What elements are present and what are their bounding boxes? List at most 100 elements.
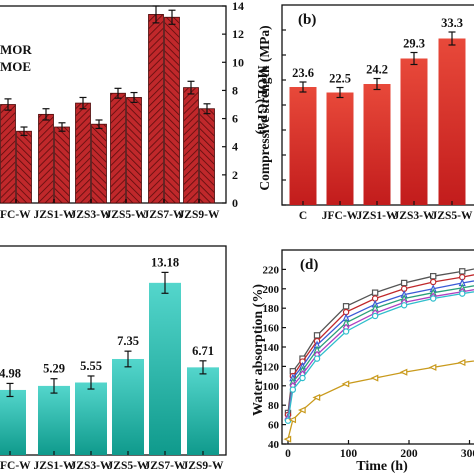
panel-a-bar-moe (164, 16, 180, 204)
panel-c-x-tick-label: JZS1-W (34, 460, 75, 472)
panel-c-bar (149, 282, 181, 455)
panel-a-x-tick-label: JZS1-W (34, 209, 75, 221)
panel-c-value-label: 7.35 (117, 334, 139, 348)
panel-b-bar (326, 92, 354, 205)
panel-a-bar-mor (38, 113, 54, 204)
panel-b-bar (438, 38, 466, 205)
panel-d-marker (313, 355, 321, 362)
panel-a-y2-axis-label: MOE(GPa) (254, 65, 269, 135)
panel-c-value-label: 6.71 (192, 344, 214, 358)
panel-d-marker (341, 380, 350, 388)
panel-d-frame (281, 249, 474, 445)
panel-d-series-line (287, 268, 474, 414)
panel-a-y2-tick-label: 10 (232, 55, 244, 69)
panel-d-series-line (287, 291, 474, 421)
panel-b-bar (363, 84, 391, 205)
panel-d-marker (400, 302, 408, 309)
panel-d-marker (457, 358, 466, 367)
panel-b-bar (289, 87, 317, 205)
panel-d-y-tick-label: 180 (263, 303, 280, 315)
panel-d-marker (370, 374, 379, 382)
panel-d-marker (284, 417, 292, 424)
panel-a-bar-moe (91, 123, 107, 204)
panel-a-bar-mor (0, 104, 16, 204)
panel-b-x-tick-label: JZS3-W (394, 210, 435, 222)
panel-d-marker (399, 368, 408, 376)
panel-d-marker (459, 290, 466, 297)
panel-d-marker (430, 295, 437, 302)
panel-d-marker (312, 393, 321, 401)
panel-b-compressive-chart: (b) Compressive strength (MPa) 23.6 22.5 2… (257, 4, 474, 222)
panel-d-x-tick-label: 200 (400, 448, 418, 460)
panel-d-marker (430, 278, 437, 286)
panel-a-legend-moe: MOE (0, 59, 31, 74)
panel-c-bar (75, 382, 107, 455)
panel-d-x-tick-label: 0 (285, 448, 291, 460)
panel-b-label: (b) (298, 12, 316, 28)
panel-c-x-tick-label: JZS3-W (71, 460, 112, 472)
panel-d-series-line (287, 285, 474, 418)
panel-c-x-tick-label: JZS5-W (108, 460, 149, 472)
panel-d-y-tick-label: 80 (268, 400, 280, 412)
panel-d-y-tick-label: 160 (263, 323, 280, 335)
panel-a-bar-mor (183, 87, 199, 204)
panel-b-value-label: 24.2 (366, 63, 388, 77)
panel-d-marker (371, 289, 379, 296)
panel-a-bar-mor (148, 14, 164, 204)
panel-c-bar (187, 367, 219, 455)
panel-b-x-tick-label: C (299, 210, 307, 222)
panel-c-bar (38, 385, 70, 455)
panel-b-x-tick-label: JZS5-W (432, 210, 473, 222)
panel-d-y-tick-label: 140 (263, 342, 280, 354)
panel-d-marker (371, 312, 379, 320)
panel-d-y-tick-label: 120 (263, 361, 280, 373)
panel-a-bar-mor (110, 92, 126, 204)
panel-c-x-tick-label: JZS9-W (183, 460, 224, 472)
panel-b-value-label: 33.3 (441, 16, 463, 30)
panel-d-marker (283, 435, 292, 443)
panel-a-y2-tick-label: 2 (232, 168, 238, 182)
panel-d-x-tick-label: 300 (461, 448, 474, 460)
panel-b-y-axis-label: Compressive strength (MPa) (257, 25, 272, 190)
panel-d-y-tick-label: 40 (268, 439, 280, 451)
panel-b-x-tick-label: JFC-W (322, 210, 359, 222)
panel-d-series-line (287, 280, 474, 417)
panel-a-x-tick-label: JZS3-W (71, 209, 112, 221)
panel-d-x-axis-label: Time (h) (356, 459, 408, 474)
panel-c-value-label: 4.98 (0, 366, 21, 380)
panel-a-y2-tick-label: 14 (232, 0, 244, 13)
panel-a-bar-moe (54, 126, 70, 204)
panel-d-marker (297, 406, 306, 414)
panel-d-marker (288, 416, 297, 424)
panel-c-bar (0, 389, 26, 455)
panel-d-marker (342, 303, 350, 310)
panel-d-marker (313, 332, 321, 339)
panel-d-y-tick-label: 60 (268, 420, 280, 432)
panel-a-bar-moe (16, 130, 32, 204)
panel-d-marker (299, 374, 306, 382)
panel-c-x-tick-label: FC-W (0, 460, 31, 472)
panel-d-series-line (287, 274, 474, 415)
panel-c-bar-chart: 4.98 5.29 5.55 7.35 13.18 6.71 FC-W JZS1-WJZS3-… (0, 245, 227, 472)
panel-a-bar-mor (75, 102, 91, 204)
panel-d-marker (428, 363, 437, 371)
panel-a-y2-tick-label: 4 (232, 140, 238, 154)
panel-d-y-tick-label: 100 (263, 381, 280, 393)
panel-b-value-label: 23.6 (292, 66, 314, 80)
panel-b-value-label: 29.3 (403, 37, 425, 51)
panel-d-marker (289, 386, 297, 393)
panel-a-y2-tick-label: 8 (232, 83, 238, 97)
panel-b-bar (400, 58, 428, 205)
panel-a-bar-moe (126, 97, 142, 204)
panel-a-x-tick-label: JZS7-W (144, 209, 185, 221)
panel-c-x-tick-label: JZS7-W (145, 460, 186, 472)
panel-d-marker (400, 279, 408, 287)
panel-d-x-tick-label: 100 (340, 448, 358, 460)
panel-d-series-line (287, 289, 474, 419)
panel-a-x-tick-label: FC-W (0, 209, 31, 221)
panel-d-label: (d) (300, 257, 318, 273)
panel-d-marker (342, 328, 350, 335)
panel-d-marker (430, 272, 437, 280)
panel-a-y2-tick-label: 12 (232, 27, 244, 41)
